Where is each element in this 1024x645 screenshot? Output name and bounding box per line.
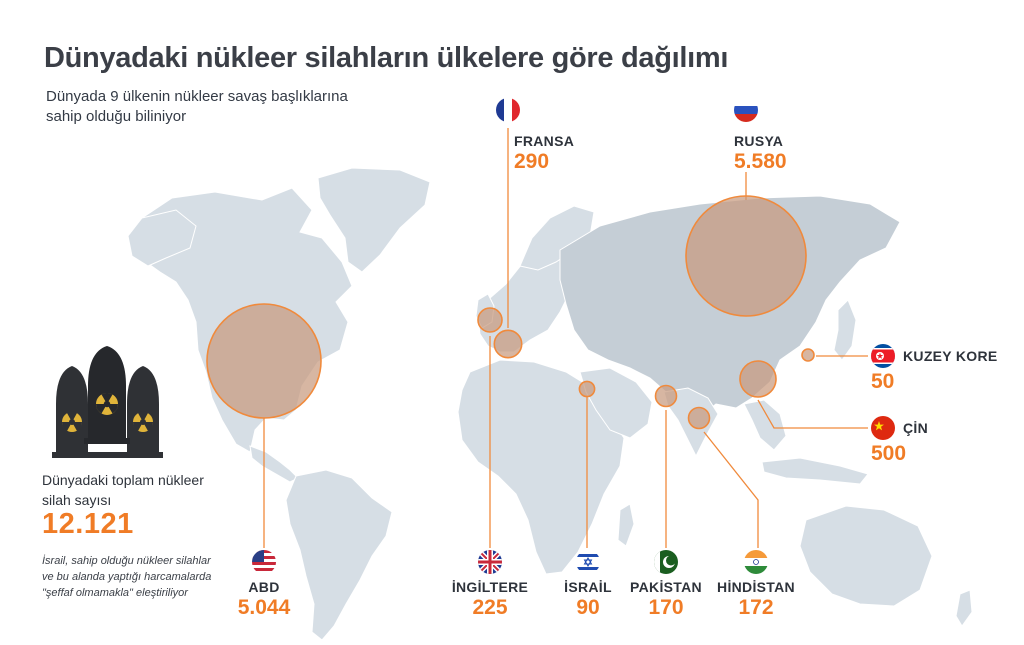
country-value: 170 [648,596,684,619]
south-america-shape [285,469,393,641]
country-north-korea: KUZEY KORE 50 [871,344,1001,394]
country-pakistan: PAKİSTAN 170 [606,550,726,620]
country-uk: İNGİLTERE 225 [430,550,550,620]
china-flag-icon [871,416,895,440]
country-china: ÇİN 500 [871,416,991,466]
country-value: 5.044 [237,596,291,619]
country-value: 5.580 [734,150,787,173]
arabia-shape [579,367,653,439]
country-name: KUZEY KORE [903,347,998,364]
bubble-china [739,360,777,398]
warhead-right [127,366,159,454]
bubble-russia [685,195,807,317]
country-name: HİNDİSTAN [717,579,795,595]
central-america-shape [249,445,299,483]
new-zealand-shape [955,589,973,627]
country-name: ÇİN [903,419,929,436]
france-flag-icon [496,98,520,122]
country-value: 172 [738,596,774,619]
country-name: İNGİLTERE [451,579,529,595]
country-name: PAKİSTAN [630,579,702,595]
bubble-usa [206,303,322,419]
total-label: Dünyadaki toplam nükleer silah sayısı [42,472,204,508]
north-korea-flag-icon [871,344,895,368]
page-title: Dünyadaki nükleer silahların ülkelere gö… [44,42,729,74]
india-flag-icon [744,550,768,574]
bubble-france [493,329,523,359]
bubble-israel [578,380,596,398]
bubble-uk [477,307,503,333]
country-value: 290 [514,150,550,173]
country-russia: RUSYA 5.580 [734,98,854,174]
usa-flag-icon [252,550,276,574]
country-usa: ABD 5.044 [204,550,324,620]
greenland-shape [317,167,431,273]
indonesia-shape [761,457,869,485]
alaska-shape [127,209,197,267]
russia-flag-icon [734,98,758,122]
bubble-india [687,406,711,430]
country-name: RUSYA [734,133,784,149]
country-value: 90 [576,596,600,619]
warhead-left [56,366,88,454]
scandinavia-shape [519,205,595,271]
country-name: FRANSA [514,133,575,149]
australia-shape [799,505,933,607]
country-name: ABD [248,579,280,595]
bubble-pakistan [654,384,678,408]
country-name: İSRAİL [564,579,612,595]
country-india: HİNDİSTAN 172 [696,550,816,620]
country-france: FRANSA 290 [496,98,616,174]
africa-shape [457,359,625,575]
israel-note: İsrail, sahip olduğu nükleer silahlar ve… [42,555,212,599]
southeast-asia-shape [743,399,787,451]
page-subtitle: Dünyada 9 ülkenin nükleer savaş başlıkla… [46,88,348,125]
nuclear-warheads-icon [52,346,163,458]
bubble-layer [206,195,815,430]
country-value: 225 [472,596,508,619]
warhead-center [84,346,130,444]
country-value: 500 [871,442,907,465]
israel-flag-icon [576,550,600,574]
madagascar-shape [617,503,635,547]
pakistan-flag-icon [654,550,678,574]
uk-flag-icon [478,550,502,574]
leader-line-india [703,431,759,548]
japan-shape [833,299,857,361]
country-value: 50 [871,370,895,393]
total-value: 12.121 [42,508,134,540]
bubble-north-korea [801,348,815,362]
leader-line-china [757,399,868,429]
country-israel: İSRAİL 90 [528,550,648,620]
